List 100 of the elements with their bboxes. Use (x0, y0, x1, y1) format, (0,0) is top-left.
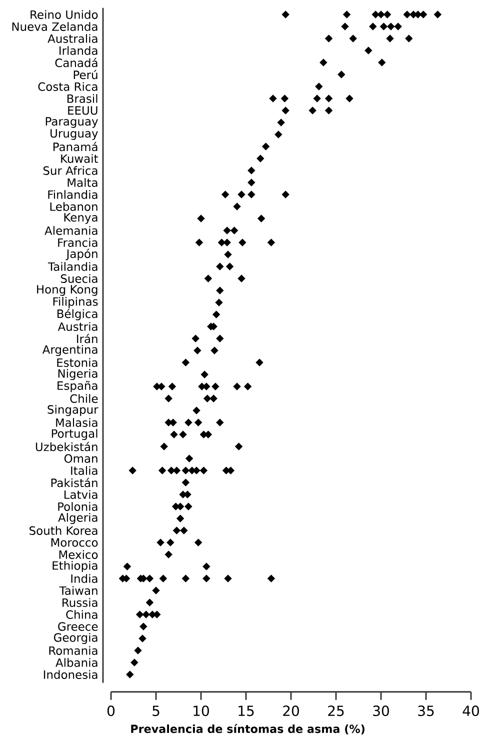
point (194, 538, 202, 546)
y-tick-label: India (71, 574, 98, 583)
y-tick-label: Argentina (42, 344, 98, 356)
y-tick-label: Kuwait (61, 154, 98, 163)
point (218, 238, 226, 246)
point (377, 10, 385, 18)
point (387, 22, 395, 30)
point (152, 586, 160, 594)
point (146, 598, 154, 606)
y-tick-label: Filipinas (53, 296, 98, 308)
point (282, 190, 290, 198)
point (315, 82, 323, 90)
point (210, 394, 218, 402)
y-tick-label: Malta (68, 178, 98, 187)
point (194, 346, 202, 354)
point (166, 538, 174, 546)
point (222, 190, 230, 198)
point (380, 22, 388, 30)
point (192, 406, 200, 414)
x-tick-label: 35 (418, 706, 434, 716)
point (159, 574, 167, 582)
point (267, 238, 275, 246)
y-tick-label: Oman (64, 454, 98, 463)
point (170, 430, 178, 438)
point (224, 250, 232, 258)
y-tick-label: Albania (56, 658, 98, 667)
y-tick-label: Taiwan (59, 586, 98, 595)
point (238, 274, 246, 282)
y-tick-label: Perú (74, 70, 98, 80)
point (349, 34, 357, 42)
point (434, 10, 442, 18)
point (216, 334, 224, 342)
y-tick-label: Lebanon (50, 202, 98, 211)
x-tick-label: 5 (152, 706, 160, 716)
y-tick-label: Irán (77, 334, 98, 344)
point (216, 418, 224, 426)
point (164, 550, 172, 558)
point (186, 454, 194, 462)
point (338, 70, 346, 78)
y-tick-label: Indonesia (44, 670, 98, 679)
y-tick-label: Irlanda (60, 46, 98, 55)
point (282, 106, 290, 114)
y-tick-label: Italia (71, 466, 98, 475)
point (180, 526, 188, 534)
point (248, 190, 256, 198)
point (184, 502, 192, 510)
point (212, 382, 220, 390)
point (280, 94, 288, 102)
point (233, 382, 241, 390)
point (212, 310, 220, 318)
y-tick-label: Latvia (64, 490, 98, 499)
point (325, 94, 333, 102)
y-tick-label: Bélgica (58, 308, 98, 320)
point (168, 382, 176, 390)
x-tick-label: 10 (194, 706, 209, 716)
point (160, 442, 168, 450)
point (204, 274, 212, 282)
point (235, 442, 243, 450)
y-tick-label: Greece (58, 622, 98, 631)
point (372, 10, 380, 18)
point (384, 10, 392, 18)
point (195, 238, 203, 246)
point (256, 154, 264, 162)
point (182, 478, 190, 486)
point (341, 22, 349, 30)
point (262, 142, 270, 150)
point (158, 466, 166, 474)
point (325, 34, 333, 42)
point (258, 214, 266, 222)
point (123, 562, 131, 570)
point (267, 574, 275, 582)
point (216, 286, 224, 294)
y-tick-label: Portugal (52, 428, 98, 440)
y-tick-label: Brasil (67, 94, 98, 103)
point (405, 34, 413, 42)
point (182, 574, 190, 582)
x-tick-label: 25 (328, 706, 344, 716)
point (192, 334, 200, 342)
x-tick-label: 0 (107, 706, 115, 716)
point (277, 118, 285, 126)
y-tick-label: Panamá (54, 142, 98, 152)
point (420, 10, 428, 18)
x-tick-label: 15 (238, 706, 254, 716)
y-tick-label: Francia (58, 238, 98, 247)
point (202, 562, 210, 570)
y-tick-label: Kenya (64, 213, 98, 224)
y-tick-label: Hong Kong (37, 285, 98, 296)
point (233, 202, 241, 210)
y-tick-label: Japón (66, 248, 98, 260)
y-tick-label: Austria (58, 322, 98, 331)
point (176, 502, 184, 510)
point (403, 10, 411, 18)
y-tick-label: Sur Africa (43, 166, 98, 175)
point (156, 538, 164, 546)
point (394, 22, 402, 30)
point (182, 466, 190, 474)
point (248, 166, 256, 174)
x-tick-label: 30 (373, 706, 389, 716)
y-tick-label: Finlandia (48, 190, 98, 199)
point (164, 394, 172, 402)
